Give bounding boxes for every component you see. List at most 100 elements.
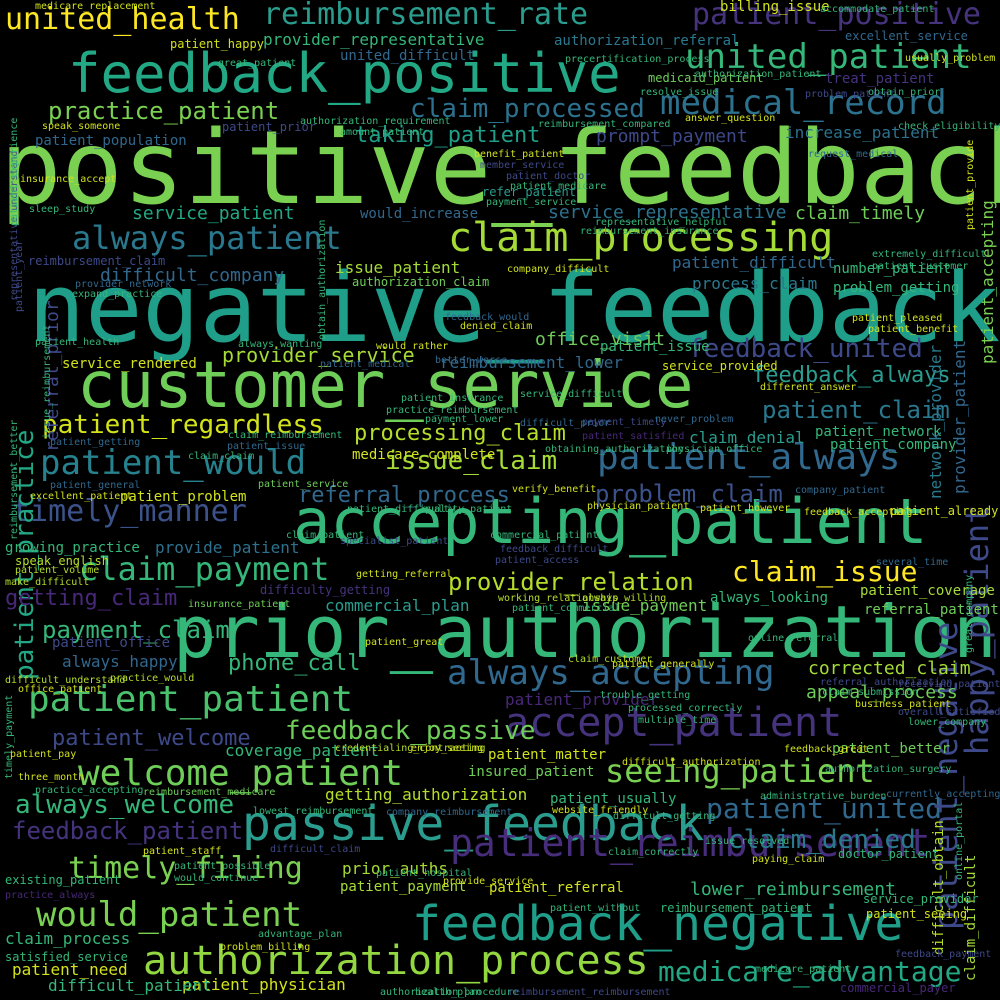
cloud-word: lowest_reimbursement xyxy=(253,806,374,817)
cloud-word: issue_patient xyxy=(335,258,461,277)
cloud-word: lower_reimbursement xyxy=(690,879,896,900)
cloud-word: patient_customer xyxy=(872,261,969,272)
cloud-word: physician_patient xyxy=(587,501,690,512)
cloud-word: claim_reimbursement xyxy=(228,430,343,441)
cloud-word: getting_referral xyxy=(356,569,453,580)
cloud-word: claim_payment xyxy=(79,550,330,588)
cloud-word: patient_payment xyxy=(340,879,467,895)
cloud-word: obtaining_authorization xyxy=(545,444,684,455)
cloud-word: authorization_procedure xyxy=(380,987,519,998)
cloud-word: commercial_plan xyxy=(325,596,470,615)
cloud-word: feedback_payment xyxy=(895,949,992,960)
cloud-word: referral_patient xyxy=(864,602,999,618)
cloud-word: excellent_service xyxy=(845,29,968,43)
cloud-word: difficult_getting xyxy=(613,811,716,822)
cloud-word: would_increase xyxy=(360,206,479,222)
cloud-word: receiving_patient xyxy=(898,679,1000,690)
cloud-word: claim_timely xyxy=(795,203,926,224)
cloud-word: always_wanting xyxy=(238,339,323,350)
cloud-word: expand_practice xyxy=(72,289,163,300)
cloud-word: problem_getting xyxy=(833,280,960,296)
cloud-word: getting_claim xyxy=(5,586,178,611)
cloud-word: reimbursement_compared xyxy=(538,119,671,130)
cloud-word: several_time xyxy=(876,557,949,568)
cloud-word: feedback_united xyxy=(688,334,923,364)
cloud-word: commercial_payer xyxy=(840,981,956,995)
cloud-word: reimbursement_lower xyxy=(440,353,624,372)
cloud-word: accepting_patient xyxy=(293,485,928,558)
cloud-word: working_relationship xyxy=(498,593,619,604)
cloud-word: reimbursement_reimbursement xyxy=(508,987,671,998)
cloud-word: patient_issue xyxy=(600,339,710,355)
cloud-word: patient_doctor xyxy=(506,171,591,182)
cloud-word: different_answer xyxy=(760,382,857,393)
cloud-word: always_patient xyxy=(72,219,342,257)
cloud-word: always_accepting xyxy=(447,653,775,693)
cloud-word: service_patient xyxy=(132,203,295,224)
cloud-word: request_medical xyxy=(808,149,899,160)
cloud-word: patient_always xyxy=(597,437,901,478)
cloud-word: positive_feedback xyxy=(0,109,1000,228)
cloud-word: claim_processed xyxy=(410,94,645,124)
cloud-word: authorization_surgery xyxy=(825,764,952,775)
cloud-word: patient_issue xyxy=(227,441,306,452)
cloud-word: company_difficult xyxy=(507,264,610,275)
cloud-word: provider_network xyxy=(75,279,172,290)
cloud-word: claim_customer xyxy=(568,654,653,665)
cloud-word: precertification_process xyxy=(565,54,710,65)
cloud-word: patient_reimbursement xyxy=(450,821,931,865)
cloud-word: patient_positive xyxy=(692,0,981,32)
cloud-word: patient_possible xyxy=(174,861,271,872)
cloud-word: three_month xyxy=(18,772,85,783)
cloud-word: billing_issue xyxy=(720,0,830,15)
cloud-word: claim_patient xyxy=(286,530,365,541)
cloud-word: appeal_process xyxy=(806,682,958,703)
cloud-word: great_company xyxy=(964,574,975,653)
cloud-word: patient_service xyxy=(258,479,349,490)
cloud-word: website_friendly xyxy=(552,805,649,816)
cloud-word: referral_authorization xyxy=(820,677,953,688)
cloud-word: practice_accepting xyxy=(35,785,144,796)
cloud-word: reimbursement_claim xyxy=(28,254,166,268)
cloud-word: patient_pleased xyxy=(852,313,943,324)
cloud-word: practice_always xyxy=(5,890,96,901)
cloud-word: patient_referral xyxy=(489,880,624,896)
cloud-word: reimbursement_better xyxy=(9,419,20,540)
cloud-word: coverage_patient xyxy=(225,741,380,760)
cloud-word: patient_staff xyxy=(143,846,222,857)
cloud-word: corrected_claim xyxy=(808,658,971,679)
cloud-word: doctor_patient xyxy=(838,847,940,861)
cloud-word: claim_process xyxy=(5,929,131,948)
cloud-word: accept_patient xyxy=(505,700,843,746)
cloud-word: speak_someone xyxy=(42,121,121,132)
cloud-word: speak_english xyxy=(15,554,109,568)
cloud-word: authorization_referral xyxy=(554,33,740,49)
cloud-word: reimbursement_patient xyxy=(660,901,812,915)
cloud-word: medicare_replacement xyxy=(35,1,156,12)
cloud-word: process_claim xyxy=(692,274,818,293)
cloud-word: customer_service xyxy=(77,349,694,423)
cloud-word: problem_claim xyxy=(595,480,783,508)
cloud-word: patient_experience xyxy=(9,117,20,226)
cloud-word: payment_claim xyxy=(42,616,230,644)
cloud-word: amount_patient xyxy=(340,127,425,138)
cloud-word: insurance_accept xyxy=(20,174,117,185)
cloud-word: never_problem xyxy=(655,414,734,425)
cloud-word: office_visit xyxy=(535,329,666,350)
cloud-word: patient_medical xyxy=(320,359,411,370)
cloud-word: make_difficult xyxy=(5,577,90,588)
cloud-word: feedback_positive xyxy=(68,42,621,105)
cloud-word: feedback_always xyxy=(752,363,951,388)
cloud-word: patient_office xyxy=(52,635,171,651)
cloud-word: feedback_accepting xyxy=(804,507,913,518)
cloud-word: patient_patient xyxy=(28,679,354,720)
cloud-word: service_representative xyxy=(548,202,787,223)
cloud-word: patient_volume xyxy=(15,565,100,576)
cloud-word: payment_timely xyxy=(582,417,667,428)
cloud-word: trouble_getting xyxy=(600,690,691,701)
cloud-word: patient_better xyxy=(832,741,951,757)
cloud-word: specialist_patient xyxy=(340,536,449,547)
cloud-word: patient_problem xyxy=(120,489,247,505)
cloud-word: patient_difficulty xyxy=(347,504,456,515)
cloud-word: patient_claim xyxy=(762,396,950,424)
